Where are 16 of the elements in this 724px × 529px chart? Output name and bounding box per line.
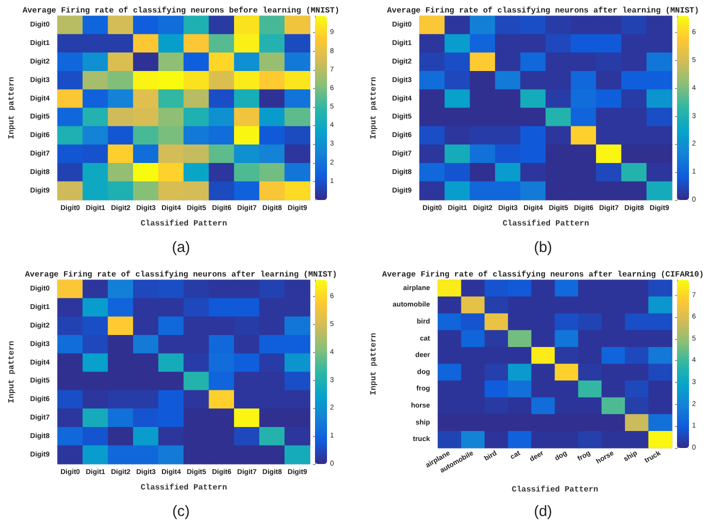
text: (d) bbox=[534, 503, 552, 520]
chart-title: Average Firing rate of classifying neurons after learning (MNIST) bbox=[24, 270, 338, 280]
text: (a) bbox=[172, 239, 190, 256]
x-axis-title: Classified Pattern bbox=[140, 220, 228, 228]
y-axis-title: Input pattern bbox=[370, 332, 378, 396]
x-axis-title: Classified Pattern bbox=[140, 484, 228, 492]
y-axis-title: Input pattern bbox=[8, 340, 16, 404]
x-axis-title: Classified Pattern bbox=[502, 220, 590, 228]
y-axis-title: Input pattern bbox=[370, 76, 378, 140]
text: (c) bbox=[172, 503, 190, 520]
text: (b) bbox=[534, 239, 552, 256]
x-axis-title: Classified Pattern bbox=[512, 486, 598, 494]
chart-title: Average Firing rate of classifying neurons before learning (MNIST) bbox=[22, 6, 340, 16]
chart-title: Average Firing rate of classifying neurons after learning (MNIST) bbox=[386, 6, 700, 16]
y-axis-title: Input pattern bbox=[8, 76, 16, 140]
chart-title: Average Firing rate of classifying neurons after learning (CIFAR10) bbox=[382, 270, 704, 280]
